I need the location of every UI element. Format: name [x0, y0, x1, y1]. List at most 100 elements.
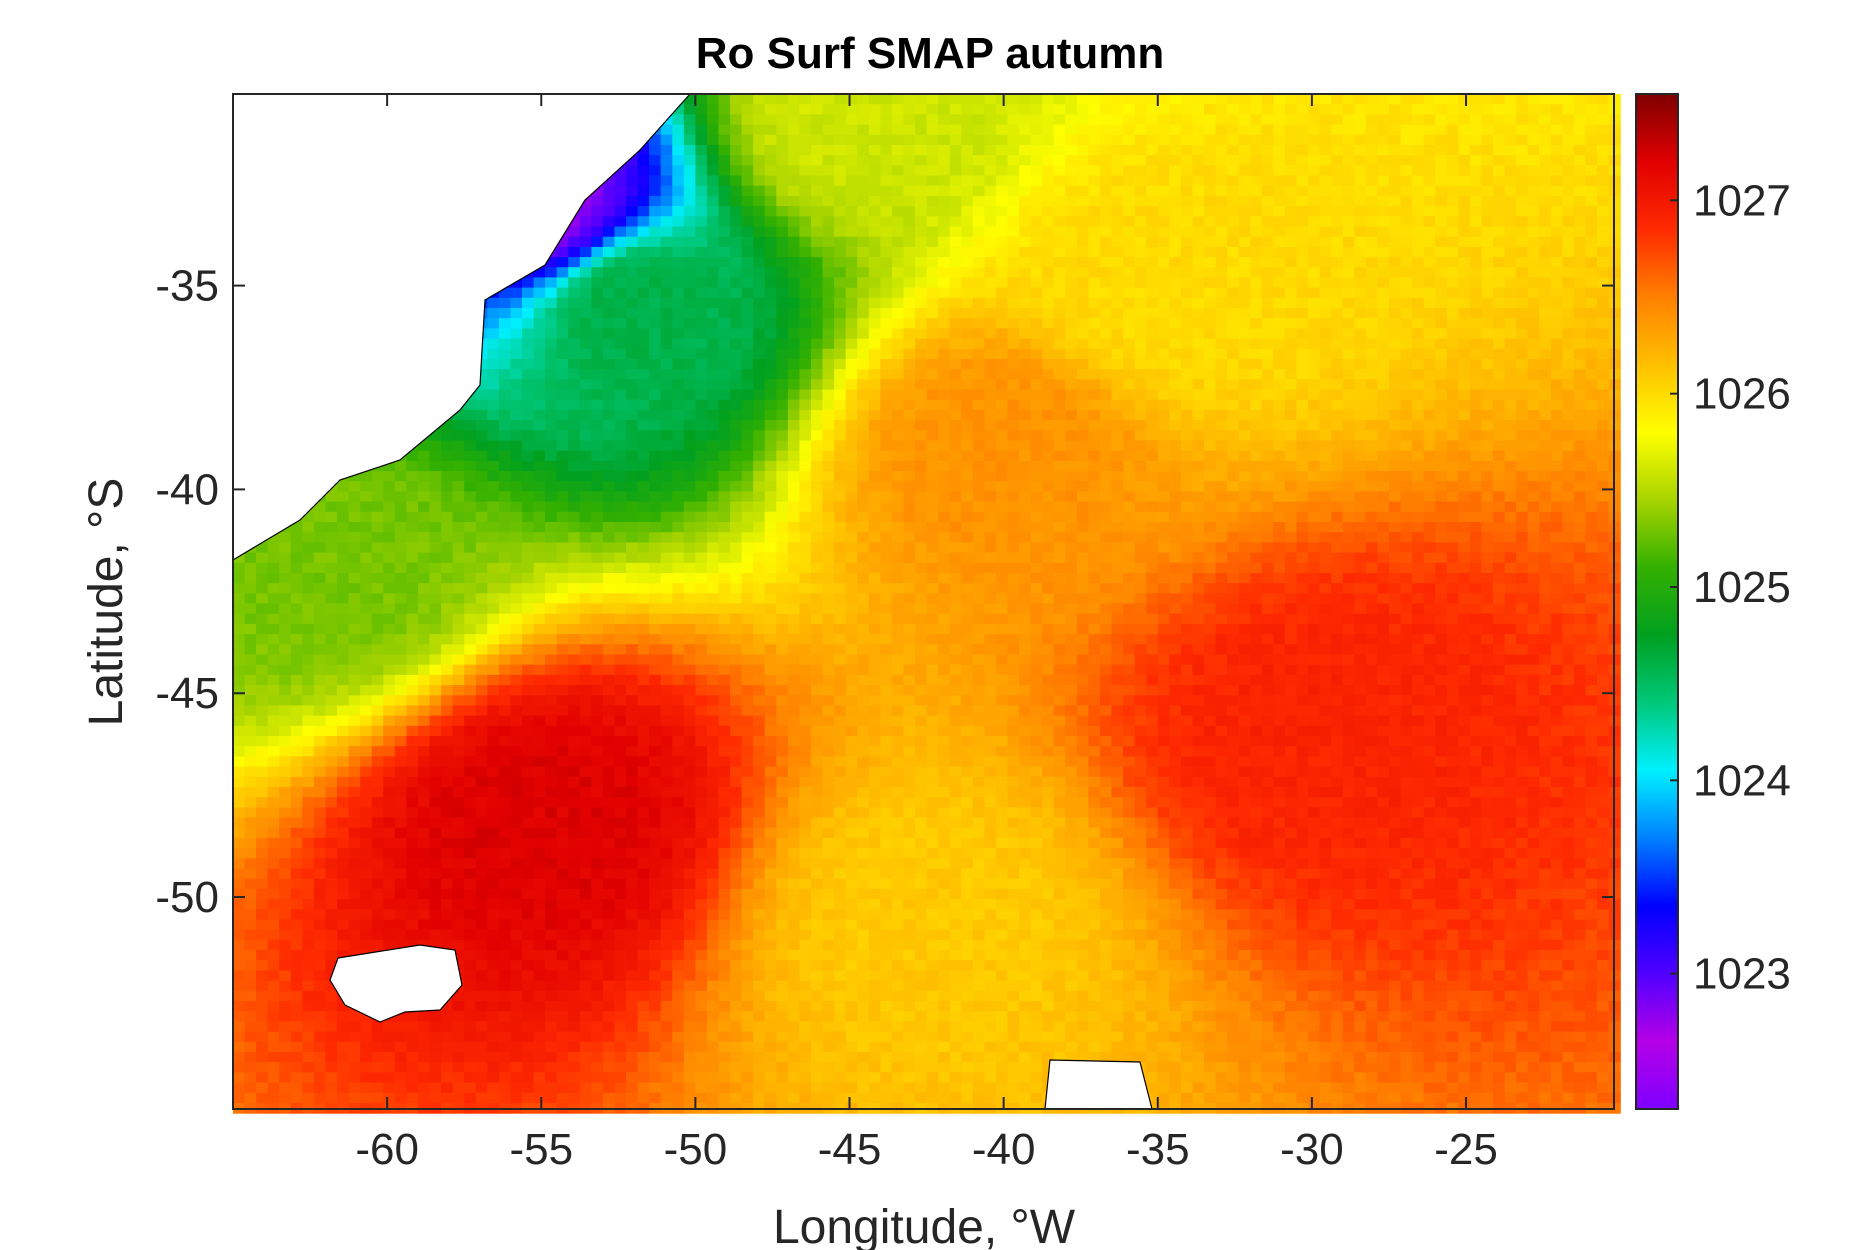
- heatmap-cell: [822, 511, 835, 523]
- heatmap-cell: [776, 277, 789, 289]
- heatmap-cell: [556, 399, 569, 411]
- heatmap-cell: [1539, 246, 1552, 258]
- heatmap-cell: [938, 318, 951, 329]
- heatmap-cell: [371, 501, 384, 513]
- heatmap-cell: [394, 481, 407, 492]
- heatmap-cell: [1400, 277, 1413, 289]
- heatmap-cell: [1180, 430, 1194, 442]
- heatmap-cell: [614, 450, 627, 462]
- heatmap-cell: [591, 277, 604, 289]
- heatmap-cell: [545, 389, 558, 401]
- heatmap-cell: [1573, 379, 1587, 391]
- heatmap-cell: [637, 277, 650, 289]
- heatmap-cell: [1412, 216, 1425, 228]
- heatmap-cell: [1007, 348, 1020, 360]
- heatmap-cell: [1065, 450, 1078, 462]
- heatmap-cell: [787, 308, 801, 319]
- heatmap-cell: [1088, 511, 1101, 523]
- heatmap-cell: [683, 175, 696, 187]
- heatmap-cell: [1134, 409, 1147, 421]
- heatmap-cell: [1215, 389, 1228, 401]
- heatmap-cell: [487, 308, 500, 319]
- heatmap-cell: [1019, 94, 1032, 105]
- heatmap-cell: [764, 246, 777, 258]
- heatmap-cell: [891, 267, 905, 278]
- heatmap-cell: [1389, 94, 1402, 105]
- heatmap-cell: [868, 328, 881, 340]
- heatmap-cell: [1019, 114, 1032, 126]
- heatmap-cell: [1435, 246, 1448, 258]
- heatmap-cell: [1342, 491, 1355, 503]
- heatmap-cell: [1527, 246, 1540, 258]
- heatmap-cell: [891, 379, 905, 391]
- heatmap-cell: [857, 328, 870, 340]
- heatmap-cell: [834, 460, 847, 472]
- heatmap-cell: [1597, 145, 1610, 156]
- heatmap-cell: [1365, 399, 1379, 411]
- heatmap-cell: [741, 297, 754, 309]
- heatmap-cell: [1273, 114, 1286, 126]
- heatmap-cell: [1261, 175, 1274, 187]
- heatmap-cell: [891, 359, 905, 370]
- heatmap-cell: [857, 420, 870, 431]
- heatmap-cell: [1146, 491, 1159, 503]
- heatmap-cell: [1458, 399, 1471, 411]
- heatmap-cell: [1111, 369, 1124, 380]
- heatmap-cell: [718, 257, 731, 268]
- heatmap-cell: [903, 226, 916, 238]
- heatmap-cell: [984, 236, 997, 248]
- heatmap-cell: [1493, 94, 1506, 105]
- heatmap-cell: [1539, 195, 1552, 207]
- heatmap-cell: [1516, 206, 1529, 217]
- heatmap-cell: [949, 450, 962, 462]
- heatmap-cell: [1192, 277, 1205, 289]
- heatmap-cell: [984, 450, 997, 462]
- heatmap-cell: [1076, 491, 1090, 503]
- heatmap-cell: [1146, 338, 1159, 350]
- heatmap-cell: [672, 134, 685, 146]
- heatmap-cell: [452, 420, 465, 431]
- heatmap-cell: [926, 471, 939, 482]
- heatmap-cell: [591, 195, 604, 207]
- heatmap-cell: [1204, 420, 1217, 431]
- heatmap-cell: [683, 460, 696, 472]
- heatmap-cell: [1389, 491, 1402, 503]
- heatmap-cell: [1365, 379, 1379, 391]
- heatmap-cell: [880, 511, 893, 523]
- heatmap-cell: [1169, 114, 1182, 126]
- heatmap-cell: [1573, 369, 1587, 380]
- heatmap-cell: [1539, 185, 1552, 197]
- heatmap-cell: [1562, 328, 1575, 340]
- heatmap-cell: [995, 206, 1009, 217]
- heatmap-cell: [822, 267, 835, 278]
- heatmap-cell: [1400, 359, 1413, 370]
- heatmap-cell: [1180, 450, 1194, 462]
- heatmap-cell: [441, 511, 454, 523]
- heatmap-cell: [822, 338, 835, 350]
- heatmap-cell: [799, 114, 812, 126]
- heatmap-cell: [730, 369, 743, 380]
- heatmap-cell: [1435, 491, 1448, 503]
- heatmap-cell: [1019, 134, 1032, 146]
- heatmap-cell: [1377, 318, 1390, 329]
- heatmap-cell: [1192, 287, 1205, 299]
- heatmap-cell: [799, 399, 812, 411]
- heatmap-cell: [1377, 134, 1390, 146]
- heatmap-cell: [1550, 420, 1563, 431]
- heatmap-cell: [1562, 94, 1575, 105]
- heatmap-cell: [1157, 471, 1170, 482]
- heatmap-cell: [1169, 165, 1182, 177]
- heatmap-cell: [1169, 328, 1182, 340]
- heatmap-cell: [626, 297, 639, 309]
- heatmap-cell: [1180, 124, 1194, 136]
- heatmap-cell: [1250, 185, 1263, 197]
- heatmap-cell: [1458, 409, 1471, 421]
- heatmap-cell: [915, 399, 928, 411]
- heatmap-cell: [1111, 267, 1124, 278]
- heatmap-cell: [776, 308, 789, 319]
- heatmap-cell: [868, 195, 881, 207]
- heatmap-cell: [1331, 94, 1344, 105]
- heatmap-cell: [695, 216, 708, 228]
- heatmap-cell: [1123, 134, 1136, 146]
- heatmap-cell: [1111, 145, 1124, 156]
